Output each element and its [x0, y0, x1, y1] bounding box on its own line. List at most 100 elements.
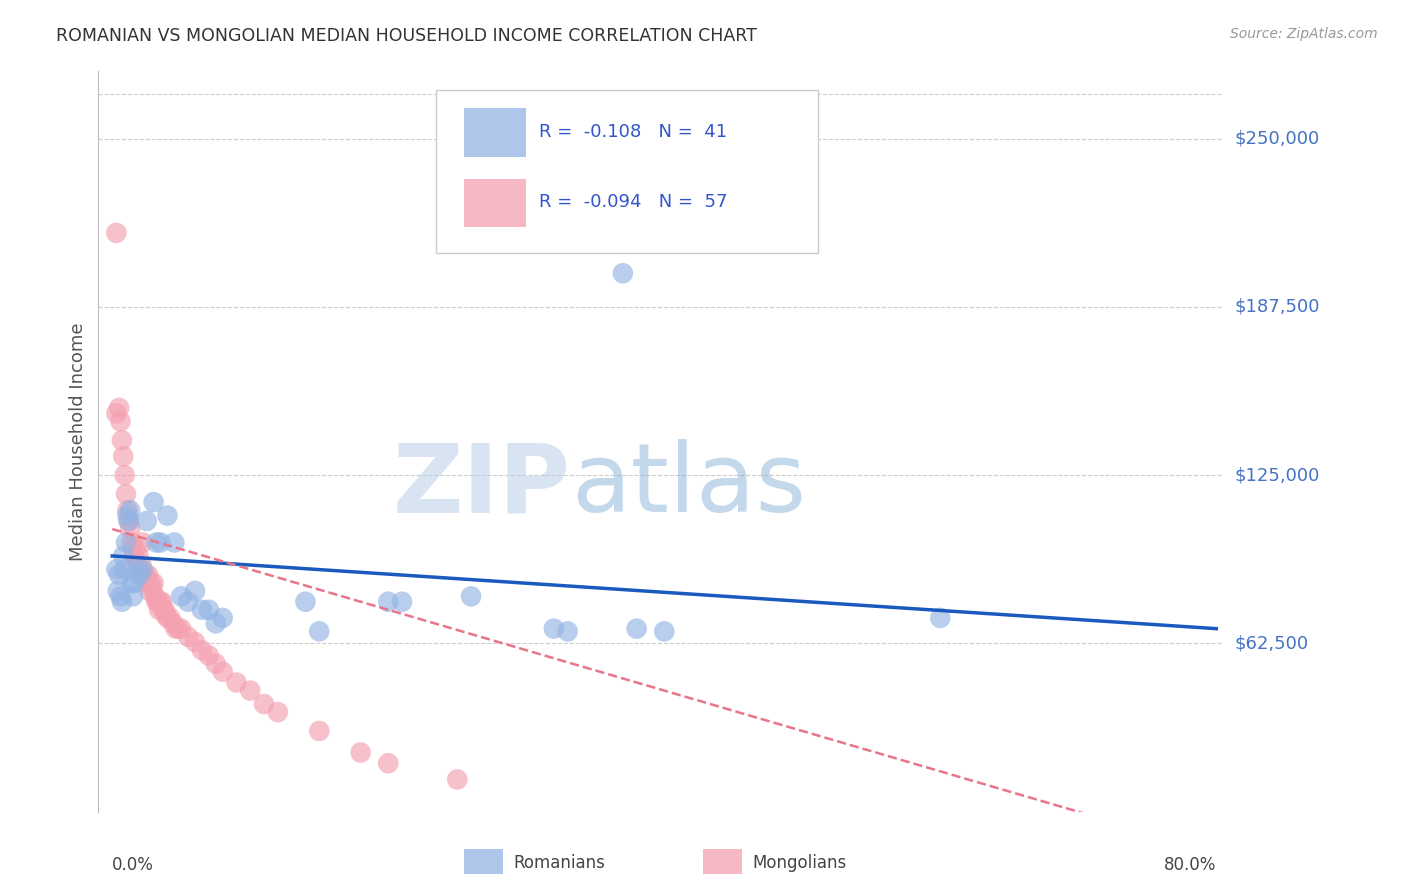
Point: [170, 622, 193, 636]
Point: [557, 624, 579, 639]
Point: [204, 657, 226, 671]
Text: $62,500: $62,500: [1234, 634, 1309, 652]
Point: [134, 567, 156, 582]
Point: [108, 401, 131, 415]
Point: [198, 648, 221, 663]
Point: [159, 611, 181, 625]
Point: [152, 603, 174, 617]
Point: [122, 541, 145, 555]
Point: [129, 557, 152, 571]
Point: [114, 562, 136, 576]
Point: [139, 575, 162, 590]
Point: [446, 772, 468, 787]
Point: [124, 549, 146, 563]
Text: 80.0%: 80.0%: [1164, 856, 1216, 874]
Text: R =  -0.108   N =  41: R = -0.108 N = 41: [540, 123, 727, 141]
Point: [121, 575, 143, 590]
Text: $125,000: $125,000: [1234, 467, 1320, 484]
Point: [128, 562, 150, 576]
Point: [118, 514, 141, 528]
Point: [125, 557, 148, 571]
Point: [184, 584, 207, 599]
Point: [132, 567, 155, 582]
Point: [117, 508, 139, 523]
Point: [308, 624, 330, 639]
FancyBboxPatch shape: [464, 109, 526, 156]
Point: [135, 575, 157, 590]
Point: [225, 675, 247, 690]
Point: [125, 562, 148, 576]
Point: [162, 616, 184, 631]
Point: [145, 595, 167, 609]
Point: [120, 503, 142, 517]
Text: ROMANIAN VS MONGOLIAN MEDIAN HOUSEHOLD INCOME CORRELATION CHART: ROMANIAN VS MONGOLIAN MEDIAN HOUSEHOLD I…: [56, 27, 756, 45]
Point: [135, 514, 157, 528]
Point: [150, 595, 173, 609]
Point: [118, 514, 141, 528]
Point: [167, 622, 190, 636]
Point: [136, 567, 159, 582]
Point: [110, 414, 132, 428]
Point: [111, 433, 134, 447]
Point: [211, 665, 233, 679]
Point: [191, 603, 214, 617]
Point: [184, 635, 207, 649]
Point: [105, 406, 128, 420]
Point: [153, 603, 176, 617]
Text: Source: ZipAtlas.com: Source: ZipAtlas.com: [1230, 27, 1378, 41]
Point: [377, 595, 399, 609]
Point: [143, 590, 166, 604]
Point: [112, 450, 135, 464]
Point: [110, 590, 132, 604]
Point: [138, 584, 160, 599]
Y-axis label: Median Household Income: Median Household Income: [69, 322, 87, 561]
Point: [121, 535, 143, 549]
Point: [204, 616, 226, 631]
Point: [142, 575, 165, 590]
Text: Romanians: Romanians: [513, 854, 605, 871]
Point: [108, 567, 131, 582]
Text: 0.0%: 0.0%: [112, 856, 155, 874]
Text: R =  -0.094   N =  57: R = -0.094 N = 57: [540, 194, 728, 211]
Point: [115, 535, 138, 549]
Point: [111, 595, 134, 609]
Point: [198, 603, 221, 617]
Point: [122, 590, 145, 604]
Point: [211, 611, 233, 625]
Point: [117, 503, 139, 517]
Point: [120, 522, 142, 536]
Point: [165, 622, 187, 636]
Point: [114, 468, 136, 483]
Point: [142, 495, 165, 509]
Point: [105, 226, 128, 240]
Point: [149, 595, 172, 609]
Point: [391, 595, 413, 609]
Point: [163, 535, 186, 549]
Point: [131, 562, 153, 576]
Point: [929, 611, 952, 625]
Point: [543, 622, 565, 636]
Point: [115, 487, 138, 501]
Point: [145, 535, 167, 549]
Point: [350, 746, 373, 760]
Point: [267, 705, 290, 719]
Text: $250,000: $250,000: [1234, 129, 1320, 148]
Point: [191, 643, 214, 657]
Point: [156, 611, 179, 625]
Point: [253, 697, 276, 711]
Point: [626, 622, 648, 636]
Point: [105, 562, 128, 576]
Point: [128, 567, 150, 582]
Point: [177, 630, 200, 644]
FancyBboxPatch shape: [464, 178, 526, 227]
Point: [294, 595, 316, 609]
Point: [124, 575, 146, 590]
Point: [308, 723, 330, 738]
Point: [652, 624, 675, 639]
Point: [170, 590, 193, 604]
Point: [612, 266, 634, 280]
Point: [149, 535, 172, 549]
Point: [131, 535, 153, 549]
Point: [112, 549, 135, 563]
Point: [155, 608, 177, 623]
